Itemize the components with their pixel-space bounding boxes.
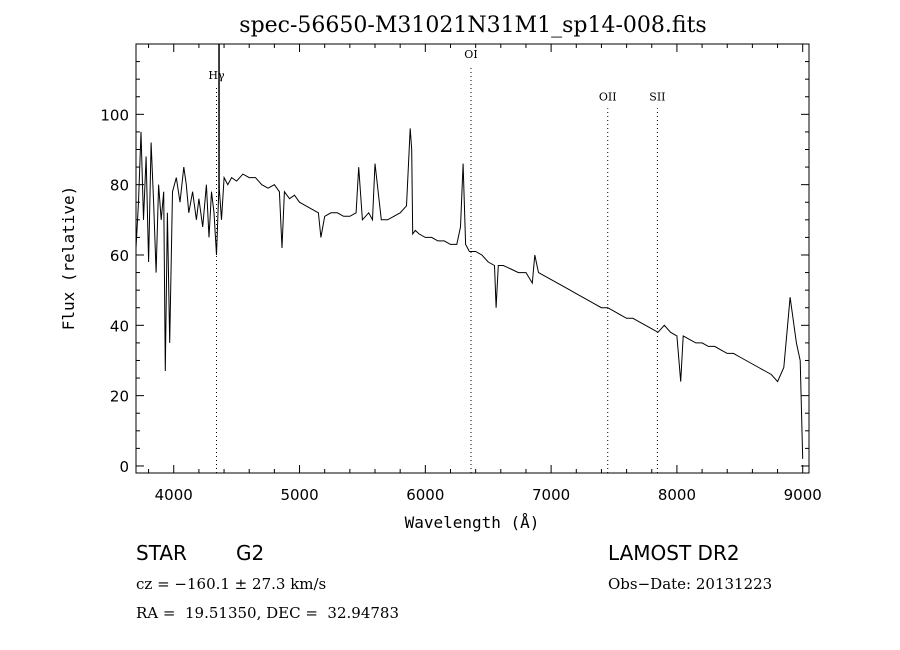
x-tick-label: 9000 <box>784 486 822 504</box>
marker-labels: Hγ OI OII SII <box>208 48 665 103</box>
x-axis-ticks: 4000 5000 6000 7000 8000 9000 <box>148 44 822 504</box>
survey-name: LAMOST DR2 <box>608 541 740 565</box>
object-subclass: G2 <box>236 541 265 565</box>
y-tick-label: 40 <box>110 317 129 335</box>
marker-lines <box>216 66 658 473</box>
y-tick-label: 0 <box>119 458 129 476</box>
y-axis-label: Flux (relative) <box>59 186 78 331</box>
observation-date: Obs−Date: 20131223 <box>608 575 773 593</box>
x-tick-label: 8000 <box>658 486 696 504</box>
spectral-line-label: OII <box>599 90 617 103</box>
x-tick-label: 5000 <box>280 486 318 504</box>
coordinates: RA = 19.51350, DEC = 32.94783 <box>136 604 400 622</box>
x-tick-label: 6000 <box>406 486 444 504</box>
y-tick-label: 80 <box>110 177 129 195</box>
y-tick-label: 100 <box>100 106 129 124</box>
plot-frame <box>135 43 810 474</box>
x-tick-label: 7000 <box>532 486 570 504</box>
redshift-velocity: cz = −160.1 ± 27.3 km/s <box>136 575 327 593</box>
spectral-line-label: OI <box>464 48 477 61</box>
x-tick-label: 4000 <box>155 486 193 504</box>
spectrum-line <box>135 128 804 459</box>
spectral-line-label: Hγ <box>208 69 225 82</box>
spectral-line-label: SII <box>649 90 665 103</box>
y-tick-label: 60 <box>110 247 129 265</box>
y-tick-label: 20 <box>110 388 129 406</box>
object-class: STAR <box>136 541 187 565</box>
chart-title: spec-56650-M31021N31M1_sp14-008.fits <box>239 13 706 38</box>
y-axis-ticks: 0 20 40 60 80 100 <box>100 61 809 476</box>
x-axis-label: Wavelength (Å) <box>405 513 540 532</box>
